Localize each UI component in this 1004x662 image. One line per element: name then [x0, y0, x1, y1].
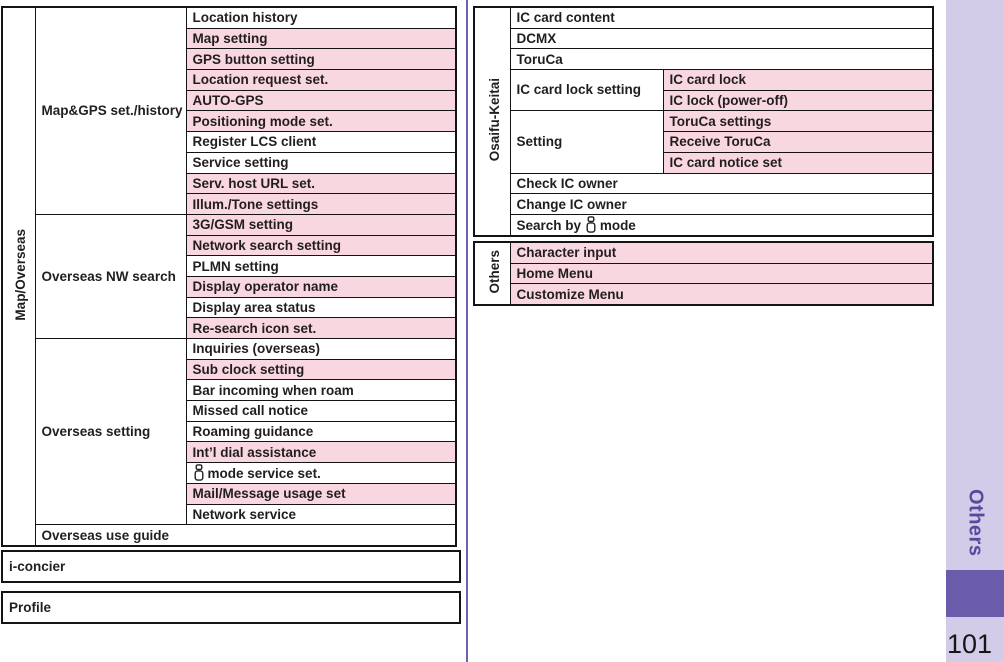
sidebar-tab-label: Others [964, 488, 987, 557]
category-label-others: Others [486, 250, 502, 294]
imode-icon [586, 216, 596, 234]
menu-item: Map setting [185, 27, 457, 50]
menu-item: Character input [509, 241, 934, 264]
menu-box-label: i-concier [9, 559, 66, 574]
others-table: Others Character input Home Menu Customi… [473, 241, 934, 307]
menu-item: Missed call notice [185, 400, 457, 422]
menu-box-label: Profile [9, 600, 52, 615]
map-overseas-table: Map/Overseas Map&GPS set./history Locati… [1, 6, 457, 547]
menu-item: Display area status [185, 296, 457, 319]
group-label-overseas-setting: Overseas setting [34, 337, 187, 526]
menu-item: Inquiries (overseas) [185, 338, 457, 360]
category-cell-map-overseas: Map/Overseas [1, 6, 36, 547]
menu-item-overseas-use-guide: Overseas use guide [34, 524, 457, 547]
menu-item: Roaming guidance [185, 420, 457, 443]
menu-item: Illum./Tone settings [185, 193, 457, 215]
category-cell-others: Others [473, 241, 511, 306]
menu-item: Check IC owner [509, 172, 934, 195]
menu-item: Serv. host URL set. [185, 172, 457, 195]
category-label-map-overseas: Map/Overseas [13, 229, 29, 321]
menu-item-label: mode service set. [207, 466, 321, 482]
menu-item: Location history [185, 6, 457, 29]
menu-item: Bar incoming when roam [185, 379, 457, 402]
menu-item: Location request set. [185, 69, 457, 91]
menu-item: Network service [185, 503, 457, 526]
group-label-ic-card-lock-setting: IC card lock setting [509, 69, 664, 112]
menu-item: PLMN setting [185, 255, 457, 277]
menu-item: ToruCa [509, 48, 934, 71]
menu-box-i-concier: i-concier [1, 550, 461, 583]
menu-item-label: Search by [516, 218, 582, 234]
imode-icon [194, 464, 204, 482]
menu-item: IC card content [509, 6, 934, 29]
menu-item-label: mode [599, 218, 636, 234]
menu-item: Re-search icon set. [185, 317, 457, 339]
sidebar-strip [946, 0, 1004, 662]
menu-item: Network search setting [185, 234, 457, 257]
menu-item: Sub clock setting [185, 358, 457, 381]
group-label-overseas-nw-search: Overseas NW search [34, 213, 187, 340]
sidebar-tab-block [946, 570, 1004, 617]
category-label-osaifu-keitai: Osaifu-Keitai [486, 78, 502, 162]
menu-item: IC card lock [662, 69, 934, 91]
menu-item-search-by-imode: Search by mode [509, 213, 934, 237]
menu-item-imode-service: mode service set. [185, 462, 457, 484]
menu-item: 3G/GSM setting [185, 213, 457, 236]
column-divider [466, 0, 468, 662]
menu-item: DCMX [509, 27, 934, 50]
menu-item: Mail/Message usage set [185, 482, 457, 505]
menu-item: IC lock (power-off) [662, 89, 934, 112]
menu-box-profile: Profile [1, 591, 461, 624]
menu-item: Int’l dial assistance [185, 441, 457, 464]
category-cell-osaifu-keitai: Osaifu-Keitai [473, 6, 511, 237]
menu-item: ToruCa settings [662, 110, 934, 133]
menu-item: Customize Menu [509, 283, 934, 306]
menu-item: GPS button setting [185, 48, 457, 71]
osaifu-keitai-table: Osaifu-Keitai IC card content DCMX ToruC… [473, 6, 935, 237]
menu-item: Service setting [185, 151, 457, 174]
menu-item: Display operator name [185, 275, 457, 298]
menu-item: Change IC owner [509, 193, 934, 215]
menu-item: IC card notice set [662, 151, 934, 174]
menu-item: Register LCS client [185, 131, 457, 153]
page-number: 101 [947, 629, 993, 659]
group-label-setting: Setting [509, 110, 664, 174]
group-label-map-gps-set-history: Map&GPS set./history [34, 6, 187, 215]
menu-item: Home Menu [509, 262, 934, 285]
menu-item: Receive ToruCa [662, 131, 934, 153]
menu-item: Positioning mode set. [185, 110, 457, 133]
menu-item: AUTO-GPS [185, 89, 457, 112]
